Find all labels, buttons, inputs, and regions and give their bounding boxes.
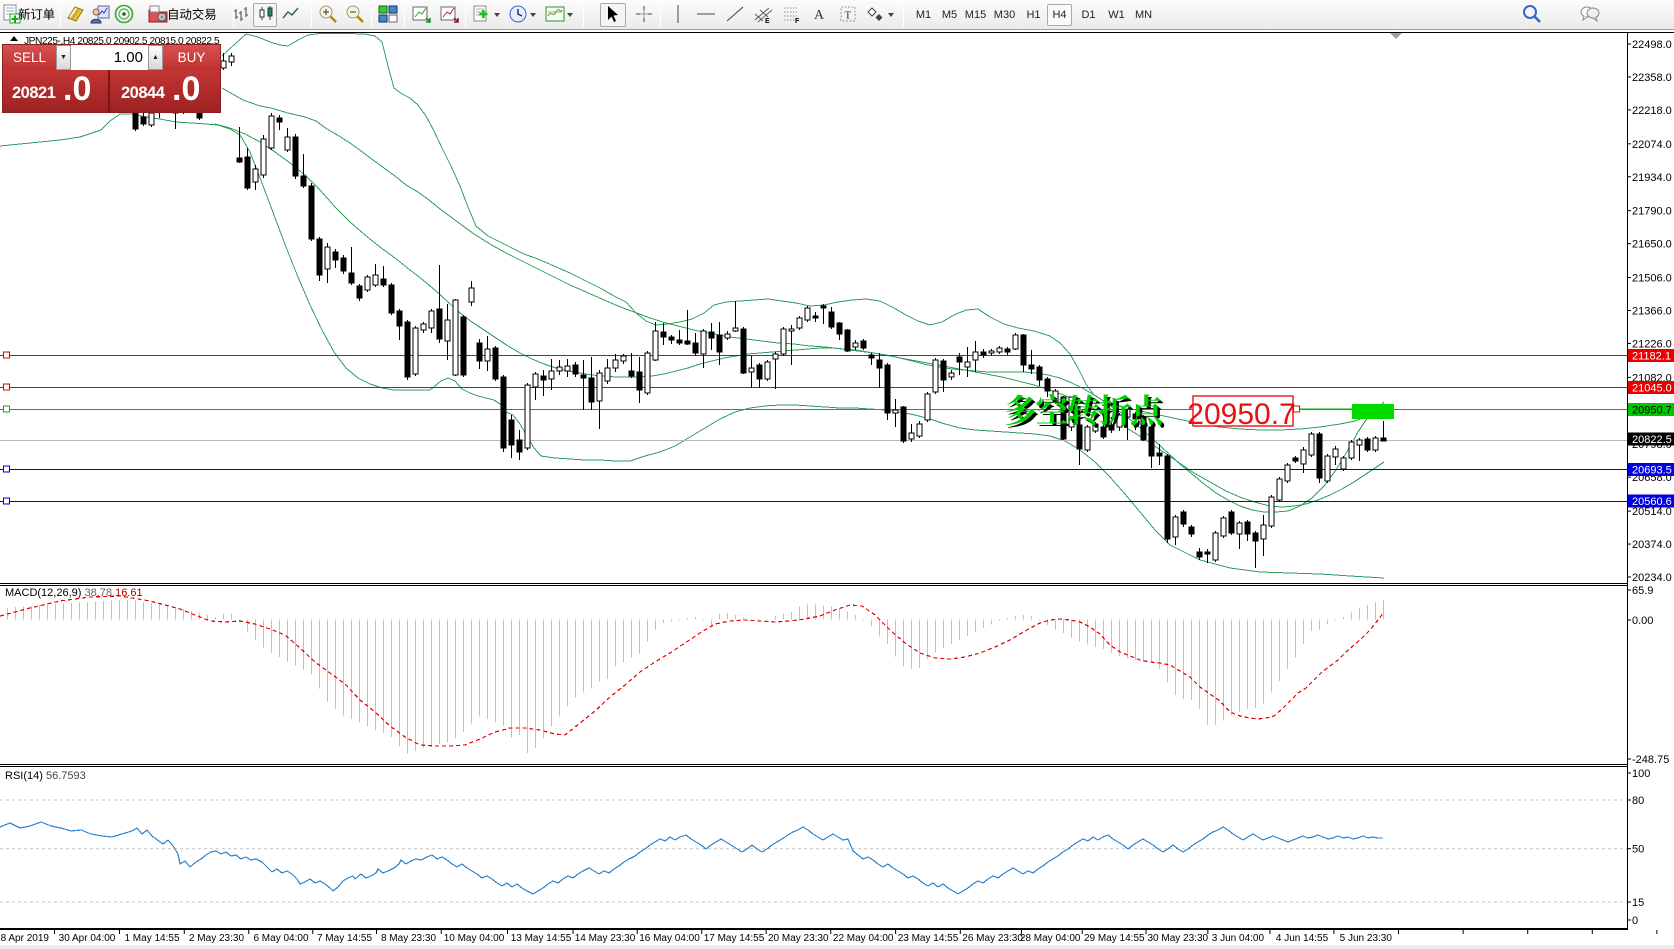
svg-text:10 May 04:00: 10 May 04:00 — [444, 933, 505, 944]
svg-text:28 Apr 2019: 28 Apr 2019 — [0, 933, 49, 944]
svg-text:20514.0: 20514.0 — [1632, 506, 1672, 518]
svg-text:30 May 23:30: 30 May 23:30 — [1147, 933, 1208, 944]
svg-text:21790.0: 21790.0 — [1632, 206, 1672, 218]
svg-text:28 May 04:00: 28 May 04:00 — [1020, 933, 1081, 944]
svg-text:80: 80 — [1632, 795, 1644, 807]
svg-text:7 May 14:55: 7 May 14:55 — [317, 933, 372, 944]
svg-text:26 May 23:30: 26 May 23:30 — [962, 933, 1023, 944]
svg-text:21934.0: 21934.0 — [1632, 172, 1672, 184]
svg-text:20693.5: 20693.5 — [1632, 465, 1672, 477]
svg-text:15: 15 — [1632, 897, 1644, 909]
svg-text:20950.7: 20950.7 — [1187, 398, 1295, 431]
svg-text:22218.0: 22218.0 — [1632, 105, 1672, 117]
svg-text:16 May 04:00: 16 May 04:00 — [639, 933, 700, 944]
svg-text:22498.0: 22498.0 — [1632, 39, 1672, 51]
svg-text:22 May 04:00: 22 May 04:00 — [833, 933, 894, 944]
svg-text:E: E — [765, 18, 770, 24]
svg-text:0: 0 — [1632, 915, 1638, 927]
svg-text:23 May 14:55: 23 May 14:55 — [898, 933, 959, 944]
svg-text:A: A — [814, 8, 825, 23]
svg-text:6 May 04:00: 6 May 04:00 — [253, 933, 308, 944]
svg-text:4 Jun 14:55: 4 Jun 14:55 — [1276, 933, 1329, 944]
svg-text:13 May 14:55: 13 May 14:55 — [511, 933, 572, 944]
svg-text:20950.7: 20950.7 — [1632, 405, 1672, 417]
svg-text:20 May 23:30: 20 May 23:30 — [768, 933, 829, 944]
svg-text:21506.0: 21506.0 — [1632, 273, 1672, 285]
svg-text:RSI(14) 56.7593: RSI(14) 56.7593 — [5, 770, 86, 782]
svg-text:21182.1: 21182.1 — [1632, 351, 1671, 363]
svg-text:65.9: 65.9 — [1632, 585, 1653, 597]
svg-text:3 Jun 04:00: 3 Jun 04:00 — [1212, 933, 1265, 944]
svg-text:F: F — [795, 18, 800, 24]
svg-text:1 May 14:55: 1 May 14:55 — [124, 933, 179, 944]
svg-text:JPN225-,H4 20825.0 20902.5 20: JPN225-,H4 20825.0 20902.5 20815.0 20822… — [24, 36, 220, 47]
svg-text:22074.0: 22074.0 — [1632, 139, 1672, 151]
svg-text:20234.0: 20234.0 — [1632, 572, 1672, 584]
svg-text:100: 100 — [1632, 768, 1650, 780]
svg-text:20560.6: 20560.6 — [1632, 496, 1672, 508]
svg-text:14 May 23:30: 14 May 23:30 — [575, 933, 636, 944]
svg-text:30 Apr 04:00: 30 Apr 04:00 — [59, 933, 116, 944]
svg-text:29 May 14:55: 29 May 14:55 — [1084, 933, 1145, 944]
svg-text:20374.0: 20374.0 — [1632, 539, 1672, 551]
svg-text:50: 50 — [1632, 844, 1644, 856]
svg-text:17 May 14:55: 17 May 14:55 — [704, 933, 765, 944]
svg-text:T: T — [845, 10, 852, 22]
svg-text:2 May 23:30: 2 May 23:30 — [189, 933, 244, 944]
svg-text:0.00: 0.00 — [1632, 615, 1653, 627]
svg-text:8 May 23:30: 8 May 23:30 — [381, 933, 436, 944]
svg-text:5 Jun 23:30: 5 Jun 23:30 — [1340, 933, 1393, 944]
svg-text:21366.0: 21366.0 — [1632, 306, 1672, 318]
svg-text:21226.0: 21226.0 — [1632, 338, 1672, 350]
svg-text:20822.5: 20822.5 — [1632, 434, 1672, 446]
svg-text:21650.0: 21650.0 — [1632, 239, 1672, 251]
svg-text:22358.0: 22358.0 — [1632, 72, 1672, 84]
svg-text:MACD(12,26,9) 38.78 16.61: MACD(12,26,9) 38.78 16.61 — [5, 587, 143, 599]
svg-text:-248.75: -248.75 — [1632, 754, 1669, 766]
svg-text:21045.0: 21045.0 — [1632, 383, 1672, 395]
